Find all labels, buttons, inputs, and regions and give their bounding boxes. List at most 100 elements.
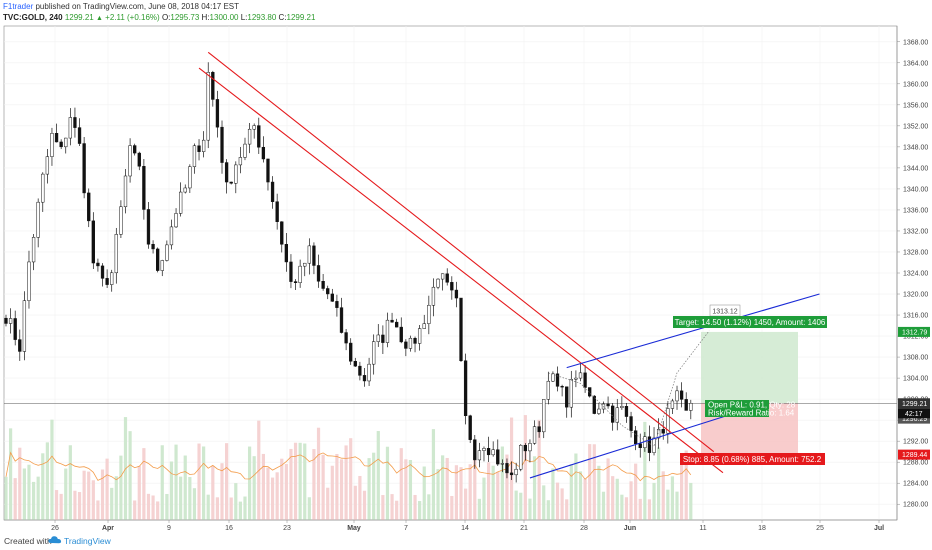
candle-body [307, 245, 311, 264]
candle-body [385, 319, 390, 343]
volume-bar [624, 497, 629, 520]
channel-line-lower[interactable] [529, 409, 747, 479]
volume-bar [436, 469, 440, 520]
candle-body [289, 261, 293, 282]
candle-body [349, 342, 353, 362]
volume-bar [441, 455, 445, 520]
candle-body [546, 380, 550, 400]
candle-body [261, 146, 266, 160]
candle-body [339, 307, 344, 333]
candle-body [119, 206, 123, 235]
candle-body [422, 323, 426, 329]
candle-body [629, 416, 633, 431]
volume-bar [634, 463, 638, 520]
volume-bar [146, 493, 151, 520]
candle-body [293, 281, 298, 283]
volume-bar [293, 442, 298, 520]
volume-bar [445, 457, 449, 520]
volume-bar [362, 490, 367, 520]
candle-body [514, 468, 518, 476]
up-arrow-icon: ▲ [95, 15, 103, 22]
y-tick-label: 1304.00 [903, 376, 928, 383]
price-axis[interactable]: 1368.00 1364.00 1360.00 1356.00 1352.00 1348.… [896, 26, 928, 520]
volume-bar [307, 497, 311, 520]
price-candles [4, 62, 693, 483]
volume-bar [418, 501, 422, 520]
volume-bar [464, 488, 468, 520]
candle-body [376, 334, 380, 342]
y-tick-label: 1344.00 [903, 165, 928, 172]
candle-body [390, 319, 394, 323]
candle-body [142, 166, 146, 210]
volume-bar [225, 443, 229, 520]
volume-bar [312, 449, 316, 520]
y-tick-label: 1336.00 [903, 207, 928, 214]
candle-body [597, 408, 601, 414]
stop-label-text: Stop: 8.85 (0.68%) 885, Amount: 752.2 [683, 455, 822, 464]
volume-bar [206, 494, 210, 520]
volume-bar [565, 499, 569, 520]
volume-bar [542, 485, 546, 520]
candle-body [252, 125, 256, 130]
volume-bar [555, 482, 560, 520]
volume-bar [404, 459, 408, 520]
candle-body [523, 445, 527, 452]
volume-bar [344, 445, 348, 520]
publisher-name[interactable]: F1trader [3, 2, 34, 11]
candle-body [87, 192, 91, 222]
volume-bar [110, 487, 114, 520]
projection-path [548, 330, 710, 447]
volume-bar [275, 472, 279, 520]
candle-body [395, 321, 399, 328]
candle-body [509, 472, 514, 476]
downtrend-line-lower[interactable] [198, 67, 724, 474]
candle-body [427, 305, 431, 324]
volume-bar [537, 419, 541, 520]
volume-bar [50, 419, 54, 520]
grid [4, 26, 897, 520]
y-tick-label: 1324.00 [903, 271, 928, 278]
candle-body [22, 300, 27, 352]
candle-body [445, 273, 449, 283]
tradingview-cloud-icon [48, 536, 62, 544]
volume-bar [569, 464, 573, 520]
candle-body [128, 145, 132, 177]
volume-bar [303, 443, 307, 520]
volume-bar [160, 445, 164, 520]
volume-bar [367, 458, 371, 520]
volume-bars [4, 415, 693, 520]
candle-body [243, 143, 247, 158]
candle-body [298, 265, 302, 283]
channel-line-upper[interactable] [566, 293, 820, 369]
volume-bar [77, 492, 82, 520]
y-tick-label: 1328.00 [903, 249, 928, 256]
candle-body [64, 137, 68, 148]
candle-body [450, 282, 454, 291]
candle-body [183, 187, 187, 193]
volume-bar [4, 476, 8, 520]
downtrend-line-upper[interactable] [207, 51, 715, 453]
symbol-name[interactable]: TVC:GOLD, 240 [3, 13, 63, 22]
candle-body [491, 449, 495, 456]
volume-bar [399, 448, 403, 520]
time-axis[interactable]: 26 Apr 9 16 23 May 7 14 21 28 Jun 11 18 25 Jul [4, 519, 897, 532]
candle-body [551, 373, 555, 382]
volume-bar [298, 442, 302, 520]
candle-body [316, 265, 321, 282]
candle-body [41, 173, 45, 203]
volume-bar [330, 465, 334, 520]
candle-body [18, 339, 22, 352]
tradingview-brand[interactable]: TradingView [64, 536, 111, 546]
target-label-text: Target: 14.50 (1.12%) 1450, Amount: 1406 [675, 318, 826, 327]
axis-price-label [898, 326, 930, 337]
axis-price-label-text: 1312.79 [902, 329, 927, 336]
x-tick-label: May [347, 525, 361, 532]
volume-bar [252, 456, 256, 520]
candle-body [206, 72, 210, 141]
x-tick-label: Apr [102, 525, 114, 532]
candle-body [431, 286, 436, 306]
candle-body [404, 341, 408, 349]
volume-bar [174, 444, 178, 520]
candle-body [68, 117, 72, 139]
candle-body [59, 141, 63, 148]
